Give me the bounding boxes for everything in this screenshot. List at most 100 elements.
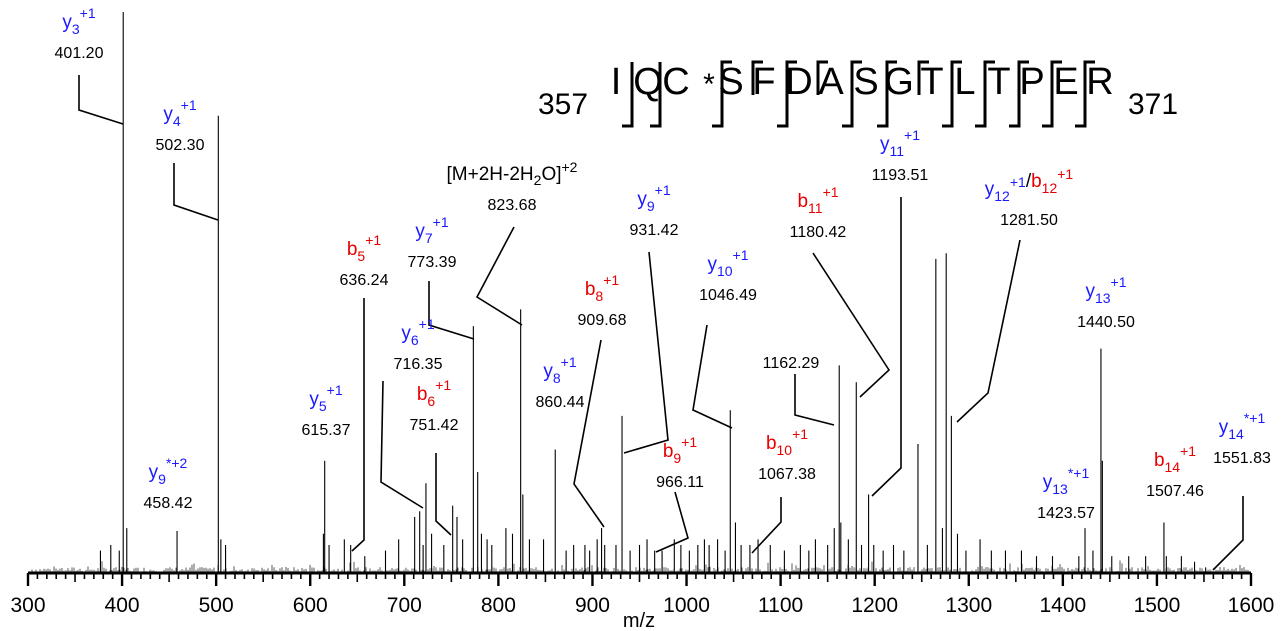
leader-line [794,374,835,426]
leader-line [812,252,891,398]
x-tick-label: 300 [10,594,45,617]
leader-line [692,324,733,429]
b-fragment-bracket [975,62,987,128]
annotation-label: y6+1 716.35 [394,316,443,373]
ion-label: b8+1 [585,272,620,304]
leader-line [655,491,689,553]
sequence-residue: T [987,61,1010,103]
b-fragment-bracket [712,62,724,128]
ion-label: y10+1 [707,247,748,279]
sequence-residue: S [853,61,878,103]
peak-value: 860.44 [536,394,585,411]
annotation-label: b5+1 636.24 [340,232,389,289]
ion-label: b10+1 [766,426,808,458]
ion-label: b11+1 [797,184,838,216]
b-fragment-bracket [1075,62,1087,128]
y-fragment-bracket [751,60,763,95]
x-tick-label: 1400 [1039,594,1086,617]
sequence-residue: T [920,61,943,103]
ion-label: b14+1 [1154,443,1196,475]
x-tick-label: 700 [387,594,422,617]
peak-value: 636.24 [340,272,389,289]
leader-line [475,226,523,326]
leader-line [435,453,452,536]
leader-line [428,281,475,340]
ion-label: b5+1 [347,232,382,264]
leader-line [956,239,1021,423]
ion-label: [M+2H-2H2O]+2 [447,159,578,188]
annotation-label: y13+1 1440.50 [1077,274,1135,331]
ion-label: y4+1 [163,97,196,129]
annotation-label: y9*+2 458.42 [144,455,193,512]
peak-value: 751.42 [410,417,459,434]
ion-label: b6+1 [417,377,452,409]
leader-line [623,251,669,454]
peptide-sequence: 357 371 I Q C * S F D A S G T L T P E R [538,60,1178,128]
ion-label: y5+1 [309,382,342,414]
sequence-residue: Q [633,61,663,103]
peak-value: 1193.51 [872,167,929,184]
annotations: y3+1 401.20 y4+1 502.30 y9*+2 458.42 y5+1 615.3… [55,5,1271,522]
sequence-residue: C [662,61,689,103]
sequence-residue: I [611,61,622,103]
x-tick-label: 1200 [851,594,898,617]
peak-value: 1180.42 [790,224,847,241]
sequence-residue: A [818,61,844,103]
sequence-residue: D [785,61,812,103]
sequence-residues: I Q C * S F D A S G T L T P E R [611,61,1114,103]
peak-value: 1551.83 [1213,450,1271,467]
peak-value: 458.42 [144,495,193,512]
x-tick-label: 1300 [945,594,992,617]
peak-value: 401.20 [55,45,104,62]
leader-line [78,75,124,125]
fragment-brackets [622,60,1095,128]
b-fragment-bracket [1042,62,1054,128]
peak-value: 1162.29 [763,355,820,372]
ion-label: y7+1 [415,214,448,246]
ion-label: y9*+2 [149,455,188,487]
annotation-label: y8+1 860.44 [536,354,585,411]
x-tick-label: 1600 [1228,594,1275,617]
ion-label: y8+1 [543,354,576,386]
peak-value: 1281.50 [1000,212,1058,229]
annotation-label: y9+1 931.42 [630,182,679,239]
annotation-label: y4+1 502.30 [156,97,205,154]
annotation-label: b14+1 1507.46 [1146,443,1204,500]
x-tick-label: 1000 [663,594,710,617]
ion-label: y13+1 [1085,274,1126,306]
annotation-label: y7+1 773.39 [408,214,457,271]
b-fragment-bracket [942,62,954,128]
b-fragment-bracket [777,62,789,128]
sequence-residue: E [1053,61,1078,103]
peaks [99,12,1207,573]
peak-value: 823.68 [488,197,537,214]
b-fragment-bracket [842,62,854,128]
x-axis-label: m/z [623,610,655,631]
x-tick-label: 1100 [758,594,803,617]
sequence-end: 371 [1128,88,1178,121]
peak-value: 615.37 [302,422,351,439]
peak-value: 909.68 [578,312,627,329]
sequence-residue: * [703,68,715,101]
x-tick-label: 600 [293,594,328,617]
annotation-label: y14*+1 1551.83 [1213,410,1271,467]
x-tick-label: 500 [199,594,234,617]
sequence-residue: P [1019,61,1044,103]
annotation-label: b8+1 909.68 [578,272,627,329]
peak-value: 931.42 [630,222,679,239]
sequence-residue: F [752,61,775,103]
annotation-label: b10+1 1067.38 [758,426,816,483]
b-fragment-bracket [877,62,889,128]
peak-value: 1067.38 [758,466,816,483]
annotation-label: b11+1 1180.42 [790,184,847,241]
annotation-label: b9+1 966.11 [656,434,704,491]
sequence-start: 357 [538,88,588,121]
x-tick-label: 1500 [1134,594,1181,617]
annotation-label: y5+1 615.37 [302,382,351,439]
peak-value: 966.11 [656,474,704,491]
peak-value: 502.30 [156,137,205,154]
b-fragment-bracket [650,62,662,128]
annotation-label: y10+1 1046.49 [699,247,757,304]
ion-label: y3+1 [62,5,95,37]
